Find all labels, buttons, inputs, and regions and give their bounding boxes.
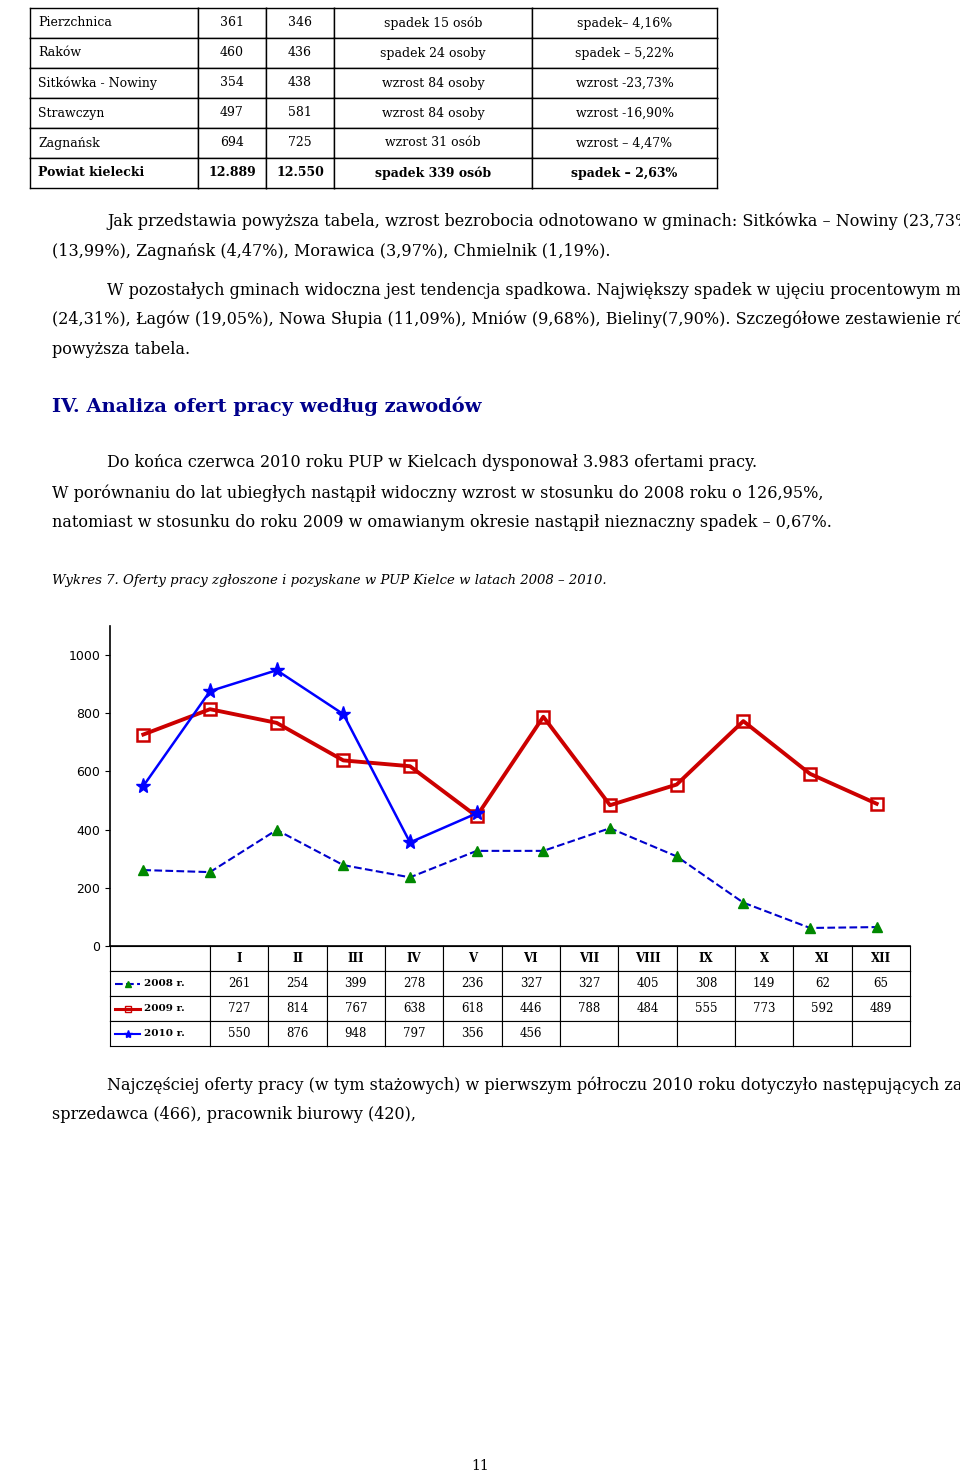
Text: wzrost 31 osób: wzrost 31 osób <box>385 136 481 150</box>
Text: 261: 261 <box>228 977 251 989</box>
Text: W pozostałych gminach widoczna jest tendencja spadkowa. Największy spadek w ujęc: W pozostałych gminach widoczna jest tend… <box>107 281 960 299</box>
Text: I: I <box>236 952 242 966</box>
Text: wzrost 84 osoby: wzrost 84 osoby <box>382 77 485 89</box>
Text: X: X <box>759 952 769 966</box>
Text: Najczęściej oferty pracy (w tym stażowych) w pierwszym półroczu 2010 roku dotycz: Najczęściej oferty pracy (w tym stażowyc… <box>107 1077 960 1093</box>
Text: 725: 725 <box>288 136 312 150</box>
Text: spadek – 2,63%: spadek – 2,63% <box>571 166 678 179</box>
Text: 149: 149 <box>753 977 776 989</box>
Text: 727: 727 <box>228 1003 251 1014</box>
Text: XI: XI <box>815 952 829 966</box>
Text: wzrost – 4,47%: wzrost – 4,47% <box>576 136 673 150</box>
Text: spadek 339 osób: spadek 339 osób <box>375 166 492 179</box>
Text: IX: IX <box>699 952 713 966</box>
Text: 12.550: 12.550 <box>276 166 324 179</box>
Text: 11: 11 <box>471 1459 489 1474</box>
Text: 948: 948 <box>345 1026 367 1040</box>
Text: 327: 327 <box>578 977 600 989</box>
Text: 405: 405 <box>636 977 659 989</box>
Text: Powiat kielecki: Powiat kielecki <box>38 166 145 179</box>
Text: 581: 581 <box>288 107 312 120</box>
Text: 62: 62 <box>815 977 830 989</box>
Text: 638: 638 <box>403 1003 425 1014</box>
Text: XII: XII <box>871 952 891 966</box>
Text: VIII: VIII <box>635 952 660 966</box>
Text: 278: 278 <box>403 977 425 989</box>
Text: 438: 438 <box>288 77 312 89</box>
Text: VI: VI <box>523 952 539 966</box>
Text: spadek 24 osoby: spadek 24 osoby <box>380 46 486 59</box>
Text: 456: 456 <box>519 1026 542 1040</box>
Text: wzrost -16,90%: wzrost -16,90% <box>575 107 674 120</box>
Text: Wykres 7. Oferty pracy zgłoszone i pozyskane w PUP Kielce w latach 2008 – 2010.: Wykres 7. Oferty pracy zgłoszone i pozys… <box>52 575 607 586</box>
Text: 460: 460 <box>220 46 244 59</box>
Text: 814: 814 <box>286 1003 308 1014</box>
Text: 694: 694 <box>220 136 244 150</box>
Text: 797: 797 <box>403 1026 425 1040</box>
Text: 2010 r.: 2010 r. <box>144 1029 185 1038</box>
Text: 236: 236 <box>462 977 484 989</box>
Text: 436: 436 <box>288 46 312 59</box>
Text: Jak przedstawia powyższa tabela, wzrost bezrobocia odnotowano w gminach: Sitkówk: Jak przedstawia powyższa tabela, wzrost … <box>107 213 960 231</box>
Text: Pierzchnica: Pierzchnica <box>38 16 112 30</box>
Text: (24,31%), Łagów (19,05%), Nowa Słupia (11,09%), Mniów (9,68%), Bieliny(7,90%). S: (24,31%), Łagów (19,05%), Nowa Słupia (1… <box>52 311 960 329</box>
Text: 2009 r.: 2009 r. <box>144 1004 184 1013</box>
Text: 327: 327 <box>519 977 542 989</box>
Text: 356: 356 <box>461 1026 484 1040</box>
Text: 497: 497 <box>220 107 244 120</box>
Text: 2008 r.: 2008 r. <box>144 979 184 988</box>
Text: 773: 773 <box>753 1003 776 1014</box>
Text: 788: 788 <box>578 1003 600 1014</box>
Text: Strawczyn: Strawczyn <box>38 107 105 120</box>
Text: 446: 446 <box>519 1003 542 1014</box>
Text: II: II <box>292 952 303 966</box>
Text: V: V <box>468 952 477 966</box>
Text: 346: 346 <box>288 16 312 30</box>
Text: Raków: Raków <box>38 46 82 59</box>
Text: natomiast w stosunku do roku 2009 w omawianym okresie nastąpił nieznaczny spadek: natomiast w stosunku do roku 2009 w omaw… <box>52 514 832 532</box>
Text: 876: 876 <box>286 1026 309 1040</box>
Text: 65: 65 <box>874 977 888 989</box>
Text: 254: 254 <box>286 977 309 989</box>
Text: wzrost -23,73%: wzrost -23,73% <box>576 77 673 89</box>
Text: Sitkówka - Nowiny: Sitkówka - Nowiny <box>38 76 157 90</box>
Text: 354: 354 <box>220 77 244 89</box>
Text: spadek– 4,16%: spadek– 4,16% <box>577 16 672 30</box>
Text: 489: 489 <box>870 1003 892 1014</box>
Text: wzrost 84 osoby: wzrost 84 osoby <box>382 107 485 120</box>
Text: 555: 555 <box>695 1003 717 1014</box>
Text: 550: 550 <box>228 1026 251 1040</box>
Text: IV: IV <box>407 952 421 966</box>
Text: spadek 15 osób: spadek 15 osób <box>384 16 482 30</box>
Text: 361: 361 <box>220 16 244 30</box>
Text: 308: 308 <box>695 977 717 989</box>
Text: 592: 592 <box>811 1003 833 1014</box>
Text: powyższa tabela.: powyższa tabela. <box>52 341 190 358</box>
Text: W porównaniu do lat ubiegłych nastąpił widoczny wzrost w stosunku do 2008 roku o: W porównaniu do lat ubiegłych nastąpił w… <box>52 484 824 502</box>
Text: Zagnańsk: Zagnańsk <box>38 136 100 150</box>
Text: Do końca czerwca 2010 roku PUP w Kielcach dysponował 3.983 ofertami pracy.: Do końca czerwca 2010 roku PUP w Kielcac… <box>107 455 757 471</box>
Text: III: III <box>348 952 364 966</box>
Text: VII: VII <box>579 952 599 966</box>
Text: (13,99%), Zagnańsk (4,47%), Morawica (3,97%), Chmielnik (1,19%).: (13,99%), Zagnańsk (4,47%), Morawica (3,… <box>52 243 611 261</box>
Text: 12.889: 12.889 <box>208 166 256 179</box>
Text: 767: 767 <box>345 1003 367 1014</box>
Text: 484: 484 <box>636 1003 659 1014</box>
Text: sprzedawca (466), pracownik biurowy (420),: sprzedawca (466), pracownik biurowy (420… <box>52 1106 416 1123</box>
Text: spadek – 5,22%: spadek – 5,22% <box>575 46 674 59</box>
Text: 399: 399 <box>345 977 367 989</box>
Text: 618: 618 <box>462 1003 484 1014</box>
Text: IV. Analiza ofert pracy według zawodów: IV. Analiza ofert pracy według zawodów <box>52 395 482 416</box>
